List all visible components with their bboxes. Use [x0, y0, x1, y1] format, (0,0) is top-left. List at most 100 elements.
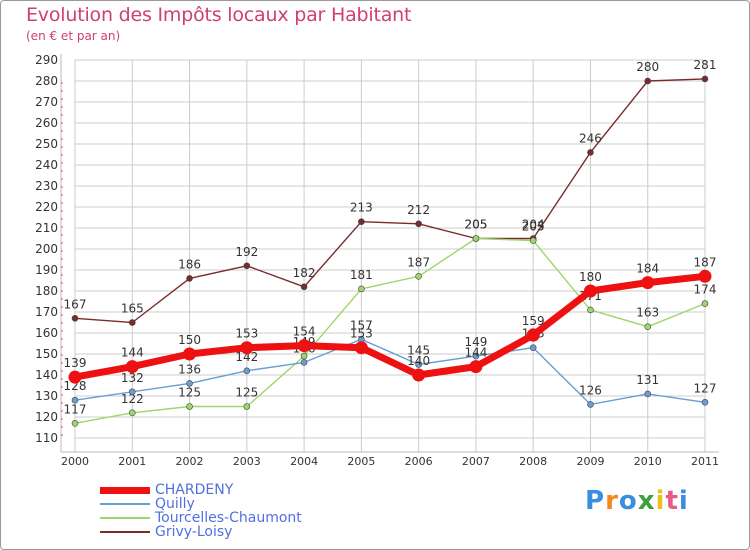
data-point [125, 360, 139, 374]
data-label: 142 [235, 350, 258, 364]
data-label: 153 [350, 327, 373, 341]
data-label: 212 [407, 203, 430, 217]
y-tick-label: 150 [35, 347, 58, 361]
data-point [415, 361, 422, 368]
data-label: 126 [579, 383, 602, 397]
logo-letter: r [605, 486, 619, 516]
legend-swatch [100, 531, 150, 533]
y-tick-label: 160 [35, 326, 58, 340]
data-label: 154 [293, 325, 316, 339]
x-tick-label: 2002 [176, 455, 204, 468]
data-point [701, 75, 709, 83]
data-point [297, 339, 311, 353]
y-tick-label: 140 [35, 368, 58, 382]
series-line-chardeny [71, 272, 709, 381]
data-label: 205 [464, 218, 487, 232]
data-label: 144 [121, 346, 144, 360]
data-point [128, 409, 136, 417]
data-label: 187 [407, 255, 430, 269]
x-tick-label: 2005 [347, 455, 375, 468]
y-tick-label: 210 [35, 221, 58, 235]
data-point [529, 344, 537, 352]
data-label: 184 [636, 262, 659, 276]
data-label: 128 [64, 379, 87, 393]
data-point [128, 388, 136, 396]
series-line-grivy-loisy [74, 78, 706, 324]
data-label: 205 [464, 218, 487, 232]
x-tick-label: 2004 [290, 455, 318, 468]
data-label: 132 [121, 371, 144, 385]
logo-letter: i [678, 486, 689, 516]
data-label: 127 [694, 381, 717, 395]
data-label: 125 [178, 386, 201, 400]
x-tick-label: 2007 [462, 455, 490, 468]
data-label: 281 [694, 58, 717, 72]
y-tick-label: 200 [35, 242, 58, 256]
proxiti-logo: Proxiti [585, 486, 689, 516]
legend-label: Quilly [155, 496, 195, 512]
y-tick-label: 230 [35, 179, 58, 193]
data-point [71, 396, 79, 404]
legend-swatch [100, 517, 150, 519]
data-point [469, 360, 483, 374]
data-label: 145 [407, 344, 430, 358]
data-point [526, 328, 540, 342]
logo-letter: x [637, 486, 656, 516]
chart-subtitle: (en € et par an) [26, 29, 121, 43]
y-tick-label: 180 [35, 284, 58, 298]
data-label: 186 [178, 257, 201, 271]
data-point [644, 77, 652, 85]
data-point [587, 401, 594, 408]
logo-letter: t [665, 486, 679, 516]
data-label: 246 [579, 131, 602, 145]
data-point [415, 220, 422, 228]
logo-letter: P [585, 486, 606, 516]
logo-letter: o [618, 486, 638, 516]
data-point [587, 306, 594, 314]
y-tick-label: 260 [35, 116, 58, 130]
data-point [412, 368, 426, 382]
data-label: 182 [293, 266, 316, 280]
data-label: 187 [694, 255, 717, 269]
data-point [358, 285, 365, 293]
y-tick-label: 170 [35, 305, 58, 319]
data-label: 131 [636, 373, 659, 387]
data-label: 213 [350, 201, 373, 215]
data-label: 157 [350, 318, 373, 332]
data-point [472, 235, 480, 242]
data-point [529, 237, 537, 244]
legend-swatch [100, 486, 150, 494]
data-label: 140 [407, 354, 430, 368]
x-tick-label: 2008 [519, 455, 547, 468]
x-tick-label: 2006 [405, 455, 433, 468]
data-label: 204 [522, 218, 545, 232]
data-label: 167 [64, 297, 87, 311]
y-tick-label: 110 [35, 431, 58, 445]
data-label: 150 [178, 333, 201, 347]
y-tick-label: 240 [35, 158, 58, 172]
data-label: 144 [464, 346, 487, 360]
data-label: 174 [694, 283, 717, 297]
data-label: 125 [235, 386, 258, 400]
data-point [243, 262, 251, 270]
x-tick-label: 2000 [61, 455, 89, 468]
legend-swatch [100, 503, 150, 505]
y-tick-label: 190 [35, 263, 58, 277]
legend-label: CHARDENY [155, 482, 234, 498]
series-line-quilly [74, 338, 706, 406]
y-tick-label: 130 [35, 389, 58, 403]
data-point [358, 218, 365, 225]
data-point [583, 284, 597, 298]
data-label: 117 [64, 402, 87, 416]
data-point [186, 275, 193, 282]
data-point [71, 419, 79, 427]
data-label: 139 [64, 356, 87, 370]
chart-title: Evolution des Impôts locaux par Habitant [26, 4, 412, 26]
data-label: 122 [121, 392, 144, 406]
x-tick-label: 2011 [691, 455, 719, 468]
data-point [186, 403, 193, 410]
data-label: 163 [636, 306, 659, 320]
data-label: 159 [522, 314, 545, 328]
y-tick-label: 290 [35, 53, 58, 67]
